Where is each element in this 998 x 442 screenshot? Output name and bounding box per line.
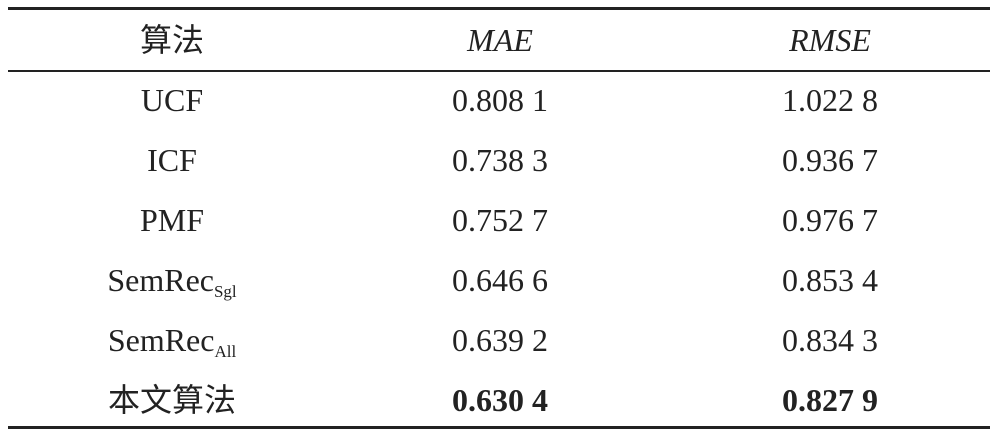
bottom-rule	[8, 426, 990, 429]
value-cell: 0.738 3	[452, 142, 548, 178]
method-name: SemRec	[107, 322, 215, 358]
method-subscript: All	[214, 342, 237, 361]
value-cell: 0.834 3	[782, 322, 878, 358]
value-cell: 0.976 7	[782, 202, 878, 238]
method-cell: SemRecSgl	[22, 260, 322, 312]
value-cell: 0.936 7	[782, 142, 878, 178]
value-cell: 0.853 4	[782, 262, 878, 298]
method-name: 本文算法	[107, 382, 236, 418]
method-name: SemRec	[107, 262, 214, 298]
header-cell: MAE	[467, 22, 533, 58]
value-cell: 0.639 2	[452, 322, 548, 358]
header-cell: 算法	[139, 22, 204, 58]
method-subscript: Sgl	[213, 282, 237, 301]
value-cell: 0.827 9	[782, 382, 878, 418]
top-rule	[8, 7, 990, 10]
value-cell: 0.630 4	[452, 382, 548, 418]
method-cell: PMF	[22, 200, 322, 240]
value-cell: 0.752 7	[452, 202, 548, 238]
value-cell: 1.022 8	[782, 82, 878, 118]
header-rule	[8, 70, 990, 72]
value-cell: 0.808 1	[452, 82, 548, 118]
method-name: PMF	[139, 202, 205, 238]
method-cell: 本文算法	[22, 380, 322, 420]
method-cell: SemRecAll	[22, 320, 322, 372]
method-cell: ICF	[22, 140, 322, 180]
method-name: ICF	[147, 142, 197, 178]
header-cell: RMSE	[789, 22, 871, 58]
method-name: UCF	[140, 82, 204, 118]
value-cell: 0.646 6	[452, 262, 548, 298]
method-cell: UCF	[22, 80, 322, 120]
